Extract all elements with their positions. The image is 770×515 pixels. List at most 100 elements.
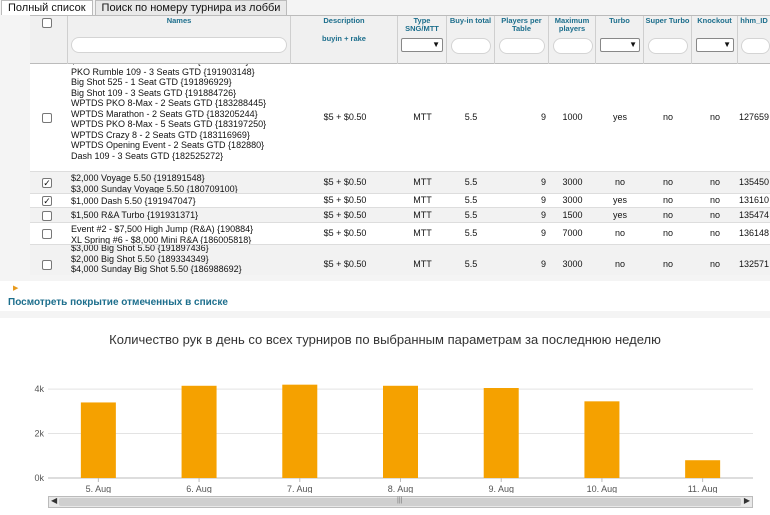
tournament-name: WPTDS Crazy 8 - 2 Seats GTD {183116969}: [71, 129, 250, 140]
cell-buyin: 5.5: [464, 259, 478, 269]
row-checkbox[interactable]: [42, 229, 52, 239]
x-tick-label: 10. Aug: [587, 484, 618, 493]
cell-turbo: no: [614, 177, 625, 187]
tournament-name: $3,000 Big Shot 5.50 {191897436}: [71, 245, 209, 253]
scroll-left-icon[interactable]: ◀: [51, 496, 58, 505]
cell-max: 3000: [562, 177, 583, 187]
row-checkbox[interactable]: [42, 210, 52, 221]
select-all-checkbox[interactable]: [42, 18, 52, 28]
cell-super: no: [662, 209, 673, 220]
table-row[interactable]: Event #2 - $7,500 High Jump (R&A) {19088…: [30, 223, 770, 245]
cell-ko: no: [709, 112, 720, 122]
col-type-label: Type SNG/MTT: [405, 16, 439, 33]
tournament-grid: Names Description buyin + rake Type SNG/…: [30, 15, 770, 275]
bar[interactable]: [282, 384, 318, 478]
tournament-name: WPTDS PKO 8-Max - 2 Seats GTD {183288445…: [71, 98, 267, 108]
tournament-name: $3,000 Sunday Voyage 5.50 {180709100}: [71, 183, 238, 194]
table-row[interactable]: $22 PKO 8-Max - 5 Seats GTD {177785997}P…: [30, 64, 770, 172]
players-filter-input[interactable]: [499, 38, 545, 54]
buyin-filter-input[interactable]: [451, 38, 491, 54]
bar[interactable]: [685, 460, 721, 478]
cell-ko: no: [709, 259, 720, 269]
cell-id: 131610: [738, 195, 770, 205]
row-names: $22 PKO 8-Max - 5 Seats GTD {177785997}P…: [71, 64, 289, 161]
cell-buyin: 5.5: [464, 209, 478, 220]
coverage-panel: ▶ Посмотреть покрытие отмеченных в списк…: [0, 281, 770, 311]
table-row[interactable]: ✓ $1,000 Dash 5.50 {191947047} $5 + $0.50 M…: [30, 194, 770, 208]
hhm-id-filter-input[interactable]: [741, 38, 770, 54]
scrollbar-thumb[interactable]: |||: [59, 497, 741, 506]
row-checkbox[interactable]: [42, 113, 52, 123]
bar[interactable]: [584, 401, 620, 478]
table-row[interactable]: $1,500 R&A Turbo {191931371} $5 + $0.50 MT…: [30, 208, 770, 223]
cell-max: 1000: [562, 112, 583, 122]
cell-max: 3000: [562, 259, 583, 269]
col-description: Description buyin + rake: [291, 16, 398, 64]
chevron-down-icon: ▼: [432, 40, 440, 49]
scroll-right-icon[interactable]: ▶: [743, 496, 750, 505]
row-checkbox[interactable]: ✓: [42, 178, 52, 188]
cell-ko: no: [709, 177, 720, 187]
col-knockout-label: Knockout: [697, 16, 732, 25]
cell-type: MTT: [413, 209, 432, 220]
tab-full-list[interactable]: Полный список: [1, 0, 93, 15]
x-tick-label: 6. Aug: [186, 484, 212, 493]
tournament-name: Big Shot 109 - 3 Seats GTD {191884726}: [71, 87, 237, 98]
x-tick-label: 7. Aug: [287, 484, 313, 493]
row-checkbox[interactable]: [42, 260, 52, 270]
bar[interactable]: [383, 385, 418, 478]
cell-desc: $5 + $0.50: [323, 259, 367, 269]
cell-buyin: 5.5: [464, 195, 478, 205]
tournament-name: WPTDS Opening Event - 2 Seats GTD {18288…: [71, 140, 265, 150]
cell-id: 135450: [738, 177, 770, 187]
row-checkbox[interactable]: ✓: [42, 196, 52, 206]
tournament-name: $4,000 Sunday Big Shot 5.50 {186988692}: [71, 264, 242, 274]
cell-max: 3000: [562, 195, 583, 205]
type-filter-select[interactable]: ▼: [401, 38, 443, 52]
cell-turbo: yes: [612, 209, 627, 220]
cell-buyin: 5.5: [464, 228, 478, 238]
col-turbo: Turbo ▼: [596, 16, 644, 64]
cell-type: MTT: [413, 259, 432, 269]
bar[interactable]: [181, 385, 217, 478]
row-names: $2,000 Voyage 5.50 {191891548} $3,000 Sun…: [71, 173, 289, 194]
row-names: Event #2 - $7,500 High Jump (R&A) {19088…: [71, 224, 289, 244]
tournament-name: PKO Rumble 109 - 3 Seats GTD {191903148}: [71, 66, 255, 77]
col-description-sub: buyin + rake: [322, 34, 366, 43]
cell-super: no: [662, 228, 673, 238]
cell-desc: $5 + $0.50: [323, 228, 367, 238]
table-row[interactable]: $3,000 Big Shot 5.50 {191897436} $2,000 B…: [30, 245, 770, 275]
super-turbo-filter-input[interactable]: [648, 38, 688, 54]
cell-id: 136148: [738, 228, 770, 238]
cell-type: MTT: [413, 112, 432, 122]
cell-turbo: no: [614, 259, 625, 269]
cell-ko: no: [709, 195, 720, 205]
expand-arrow-icon[interactable]: ▶: [13, 285, 19, 292]
cell-desc: $5 + $0.50: [323, 112, 367, 122]
chart-title: Количество рук в день со всех турниров п…: [109, 332, 661, 347]
col-description-label: Description: [323, 16, 365, 25]
knockout-filter-select[interactable]: ▼: [696, 38, 734, 52]
y-tick-label: 0k: [34, 473, 44, 483]
bar[interactable]: [483, 388, 519, 478]
cell-turbo: no: [614, 228, 625, 238]
col-super-turbo-label: Super Turbo: [645, 16, 690, 25]
col-knockout: Knockout ▼: [692, 16, 738, 64]
tab-lobby-search[interactable]: Поиск по номеру турнира из лобби: [94, 0, 288, 15]
chart-plot: 0k 2k 4k 5. Aug 6. Aug 7. Aug 8. Aug 9. Aug 10. …: [34, 384, 753, 493]
chart-scrollbar[interactable]: ◀ ||| ▶: [48, 496, 753, 508]
table-row[interactable]: ✓ $2,000 Voyage 5.50 {191891548} $3,000 Su…: [30, 172, 770, 194]
col-type: Type SNG/MTT ▼: [398, 16, 447, 64]
col-hhm-id-label: hhm_ID: [740, 16, 768, 25]
tab-bar: Полный список Поиск по номеру турнира из…: [0, 0, 770, 15]
coverage-link[interactable]: Посмотреть покрытие отмеченных в списке: [8, 297, 228, 308]
names-filter-input[interactable]: [71, 37, 287, 53]
cell-max: 1500: [562, 209, 583, 220]
tournament-name: WPTDS PKO 8-Max - 5 Seats GTD {183197250…: [71, 119, 267, 129]
turbo-filter-select[interactable]: ▼: [600, 38, 640, 52]
bar[interactable]: [80, 402, 116, 478]
max-players-filter-input[interactable]: [553, 38, 593, 54]
tournament-name: $5,000 Big Shot 5.50 {183293732}: [71, 275, 289, 276]
chevron-down-icon: ▼: [723, 40, 731, 49]
tournament-name: $2,000 Big Shot 5.50 {189334349}: [71, 253, 209, 264]
